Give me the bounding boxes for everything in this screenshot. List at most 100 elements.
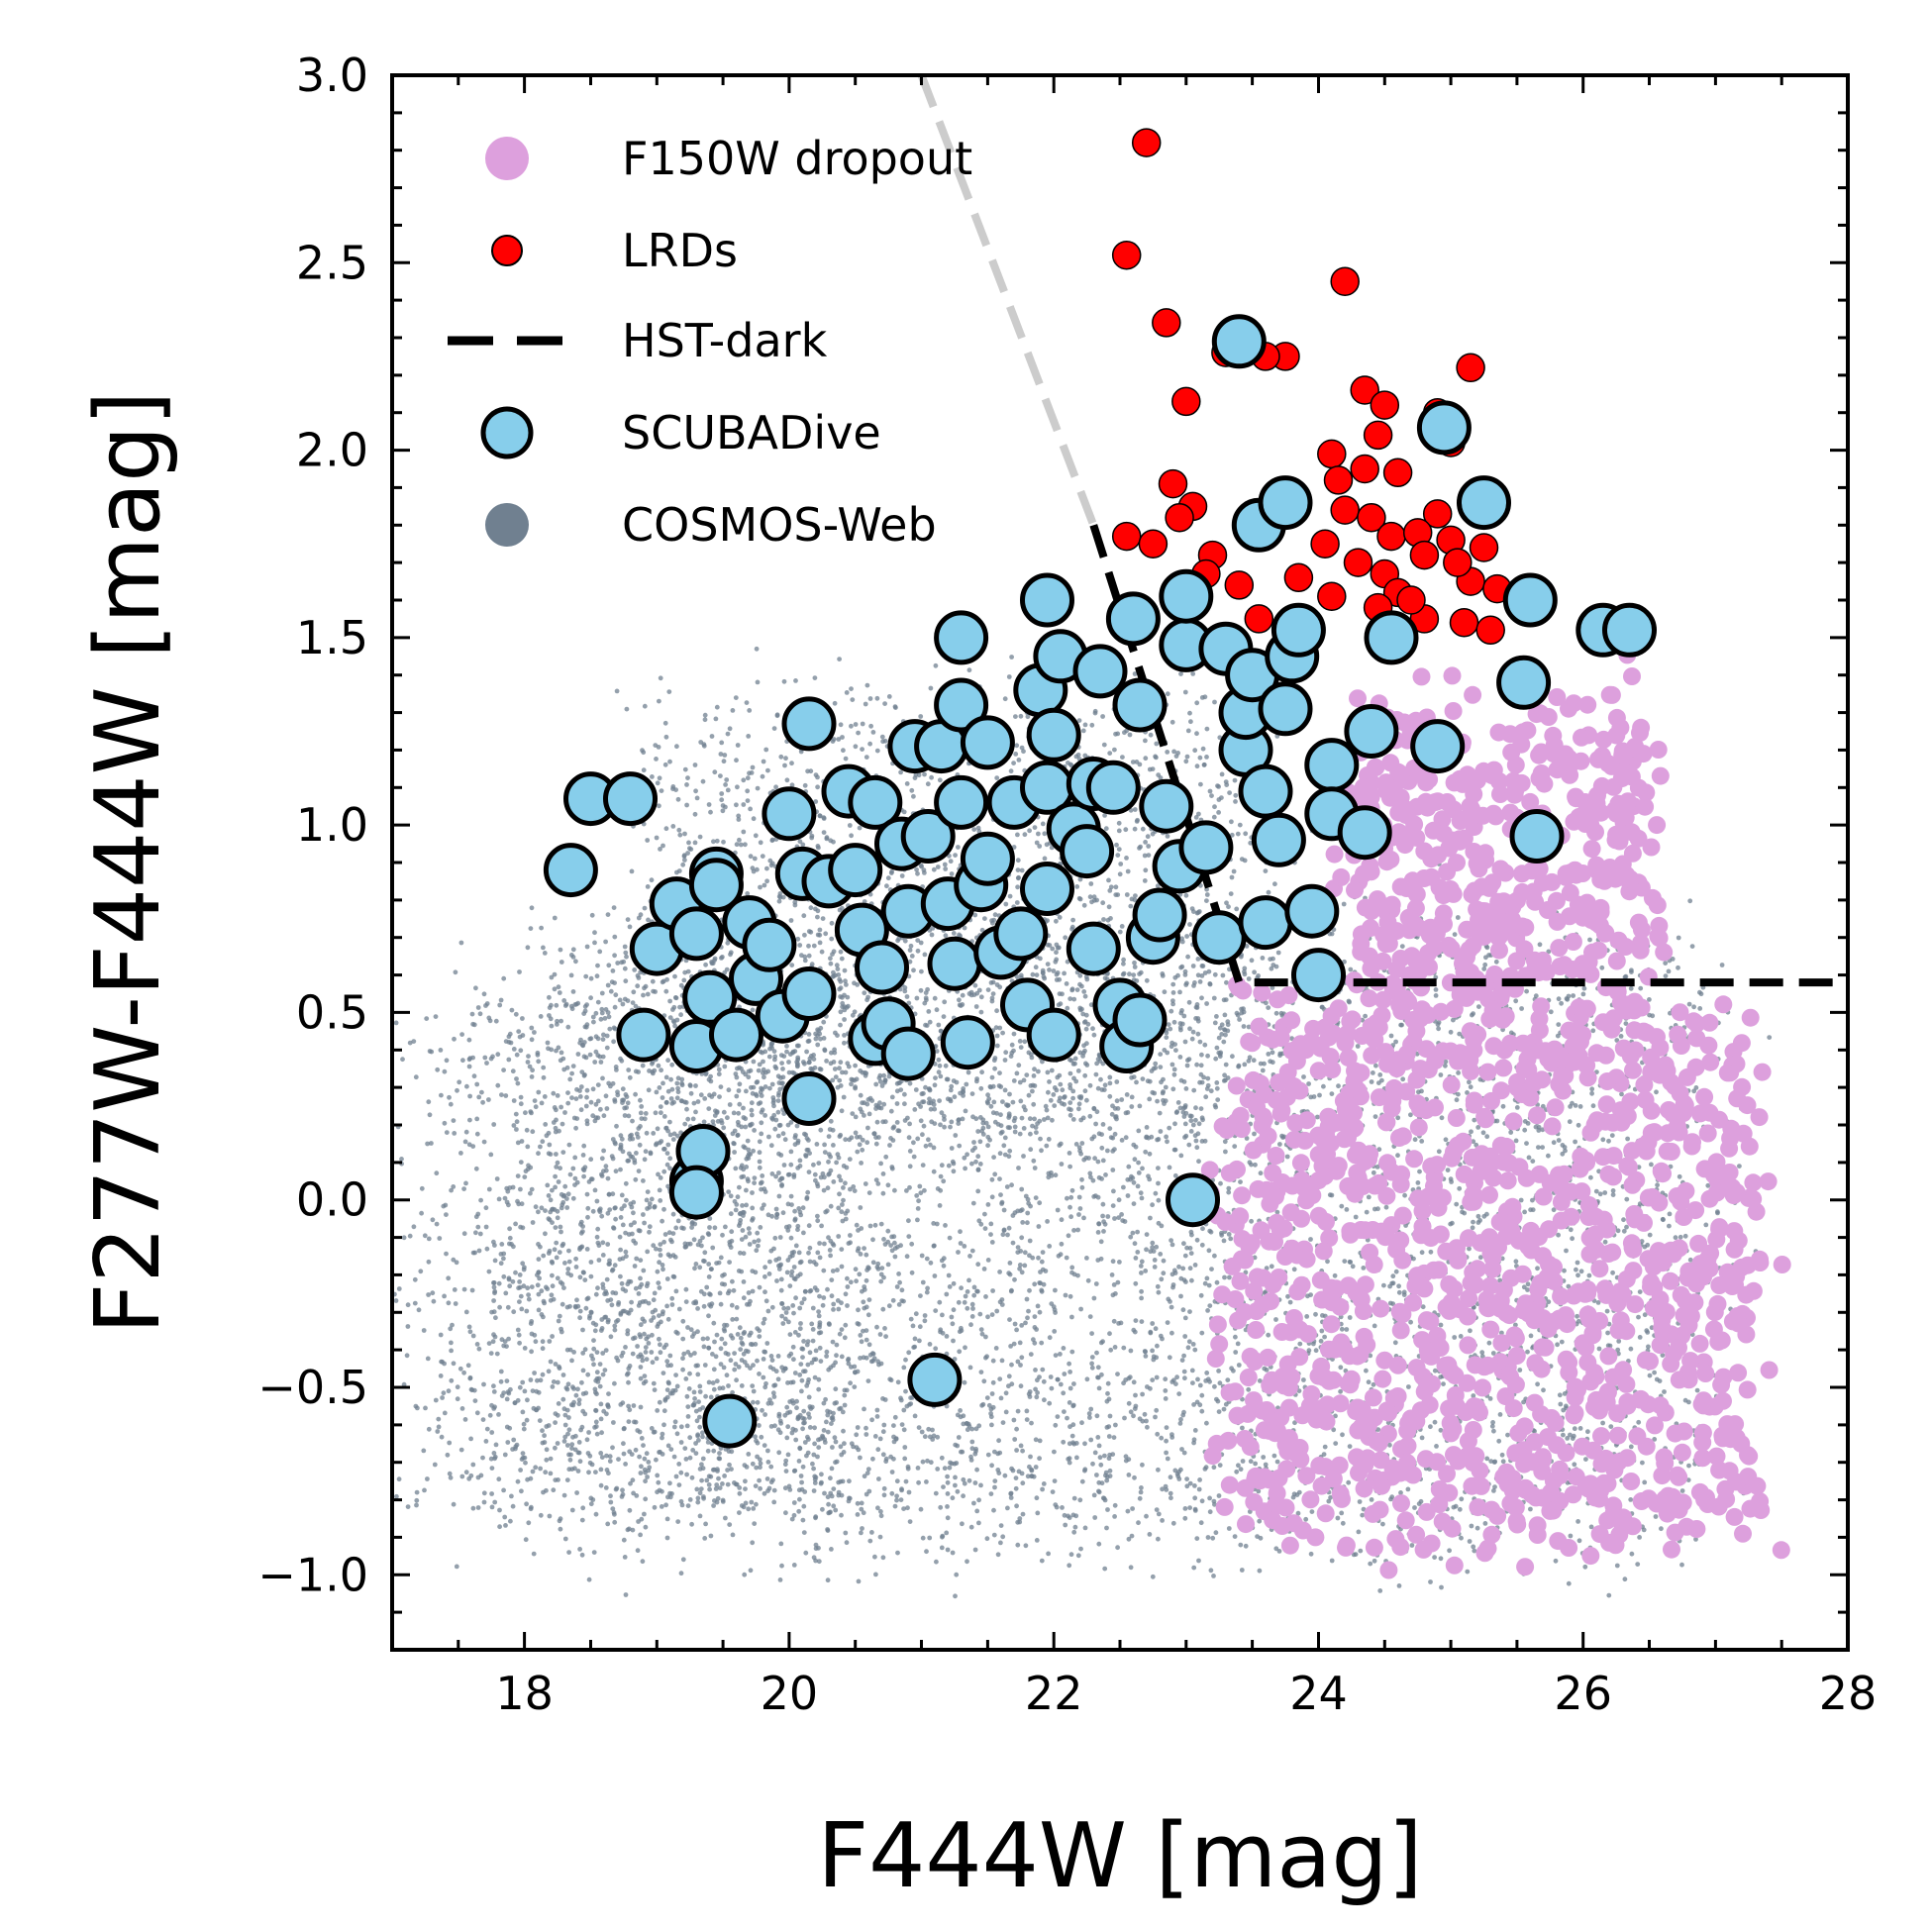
cosmos-web-point — [1107, 1126, 1113, 1131]
cosmos-web-point — [1177, 989, 1182, 995]
cosmos-web-point — [618, 1167, 623, 1172]
cosmos-web-point — [562, 1110, 567, 1115]
cosmos-web-point — [1181, 1450, 1187, 1456]
cosmos-web-point — [958, 1408, 963, 1413]
cosmos-web-point — [985, 1452, 991, 1458]
cosmos-web-point — [843, 1291, 849, 1297]
cosmos-web-point — [1106, 1434, 1112, 1439]
cosmos-web-point — [571, 1350, 576, 1355]
cosmos-web-point — [553, 1225, 559, 1230]
cosmos-web-point — [779, 1175, 785, 1181]
cosmos-web-point — [788, 1149, 794, 1155]
cosmos-web-point — [1428, 1249, 1434, 1255]
cosmos-web-point — [743, 1486, 748, 1491]
cosmos-web-point — [1033, 1386, 1038, 1392]
cosmos-web-point — [1104, 1398, 1110, 1404]
cosmos-web-point — [1492, 1484, 1497, 1489]
cosmos-web-point — [1018, 1363, 1023, 1368]
cosmos-web-point — [1169, 1304, 1174, 1310]
cosmos-web-point — [1369, 1079, 1374, 1084]
cosmos-web-point — [1458, 1334, 1464, 1339]
cosmos-web-point — [1432, 1419, 1438, 1425]
cosmos-web-point — [1541, 1387, 1546, 1393]
cosmos-web-point — [1313, 1348, 1319, 1354]
cosmos-web-point — [934, 1559, 939, 1565]
cosmos-web-point — [1199, 1392, 1205, 1398]
cosmos-web-point — [1017, 1340, 1023, 1346]
cosmos-web-point — [757, 1423, 762, 1428]
cosmos-web-point — [1368, 1353, 1373, 1359]
cosmos-web-point — [1194, 1536, 1200, 1541]
cosmos-web-point — [1026, 1092, 1032, 1098]
cosmos-web-point — [1517, 1368, 1523, 1373]
cosmos-web-point — [1417, 1169, 1422, 1174]
cosmos-web-point — [610, 1445, 615, 1451]
cosmos-web-point — [1693, 1085, 1699, 1090]
cosmos-web-point — [1094, 1350, 1099, 1356]
cosmos-web-point — [727, 1522, 733, 1527]
cosmos-web-point — [973, 1004, 979, 1009]
cosmos-web-point — [1099, 1145, 1105, 1151]
cosmos-web-point — [607, 1261, 612, 1267]
cosmos-web-point — [864, 1304, 869, 1310]
cosmos-web-point — [786, 1224, 792, 1229]
cosmos-web-point — [1163, 1388, 1169, 1393]
cosmos-web-point — [1030, 1088, 1035, 1094]
cosmos-web-point — [1432, 1368, 1438, 1373]
cosmos-web-point — [701, 1258, 706, 1264]
cosmos-web-point — [1140, 1391, 1145, 1397]
cosmos-web-point — [1058, 1141, 1064, 1147]
cosmos-web-point — [968, 1322, 973, 1328]
cosmos-web-point — [1051, 1092, 1057, 1097]
cosmos-web-point — [1006, 1225, 1012, 1231]
cosmos-web-point — [883, 1334, 888, 1339]
cosmos-web-point — [828, 1203, 834, 1209]
cosmos-web-point — [861, 1299, 866, 1305]
cosmos-web-point — [1335, 1515, 1341, 1521]
cosmos-web-point — [978, 1482, 983, 1488]
cosmos-web-point — [1610, 1192, 1616, 1197]
cosmos-web-point — [1624, 1196, 1630, 1202]
cosmos-web-point — [869, 1530, 874, 1535]
cosmos-web-point — [538, 1014, 544, 1019]
cosmos-web-point — [1179, 939, 1185, 945]
cosmos-web-point — [1042, 1397, 1047, 1403]
cosmos-web-point — [644, 1451, 650, 1457]
cosmos-web-point — [1347, 1444, 1353, 1449]
cosmos-web-point — [605, 912, 611, 917]
cosmos-web-point — [796, 1459, 802, 1464]
cosmos-web-point — [720, 1232, 725, 1238]
cosmos-web-point — [778, 1276, 784, 1282]
cosmos-web-point — [1011, 1417, 1017, 1423]
cosmos-web-point — [599, 1156, 605, 1162]
cosmos-web-point — [641, 1268, 647, 1273]
cosmos-web-point — [533, 1465, 539, 1471]
cosmos-web-point — [1143, 1349, 1148, 1355]
cosmos-web-point — [771, 1394, 777, 1399]
cosmos-web-point — [1321, 1083, 1326, 1089]
cosmos-web-point — [1132, 1241, 1138, 1247]
cosmos-web-point — [997, 1450, 1003, 1456]
cosmos-web-point — [1118, 1320, 1124, 1326]
cosmos-web-point — [986, 1402, 992, 1408]
cosmos-web-point — [1033, 1195, 1039, 1200]
cosmos-web-point — [939, 1455, 945, 1461]
cosmos-web-point — [927, 1535, 933, 1541]
cosmos-web-point — [1154, 1407, 1160, 1413]
cosmos-web-point — [918, 1190, 924, 1196]
cosmos-web-point — [1396, 1289, 1402, 1295]
cosmos-web-point — [1014, 1426, 1019, 1432]
cosmos-web-point — [651, 1243, 657, 1249]
cosmos-web-point — [838, 1009, 844, 1015]
cosmos-web-point — [1034, 1394, 1040, 1400]
cosmos-web-point — [794, 1043, 800, 1049]
cosmos-web-point — [566, 1427, 572, 1433]
cosmos-web-point — [919, 1253, 925, 1259]
cosmos-web-point — [1206, 1282, 1212, 1288]
cosmos-web-point — [847, 1157, 853, 1162]
cosmos-web-point — [1698, 991, 1704, 997]
cosmos-web-point — [563, 1385, 569, 1390]
cosmos-web-point — [801, 1296, 807, 1302]
cosmos-web-point — [557, 1250, 562, 1255]
cosmos-web-point — [1182, 1315, 1188, 1321]
